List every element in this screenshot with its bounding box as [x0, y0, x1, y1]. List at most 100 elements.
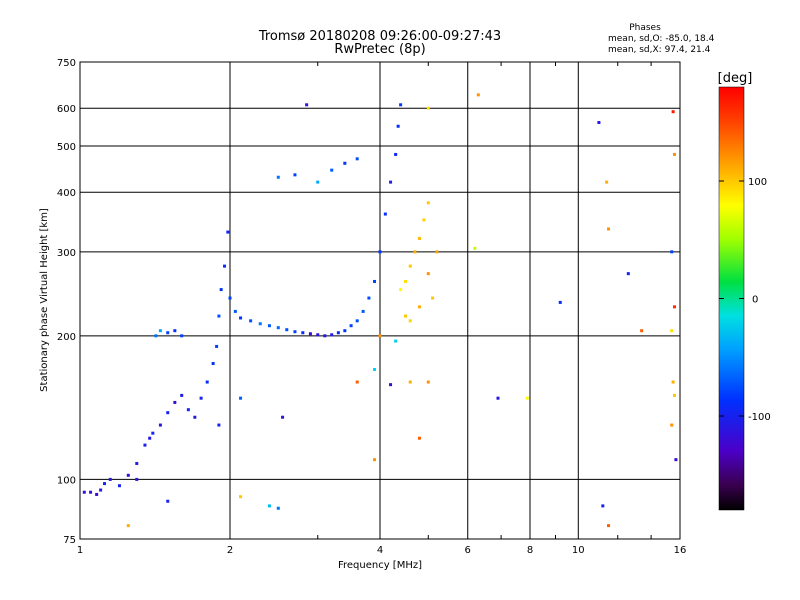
x-tick-label: 16 [674, 545, 687, 556]
data-point [355, 380, 359, 384]
y-axis-ticks: 75 100 200 300 400 500 600 750 [57, 58, 76, 546]
scatter-points [82, 93, 678, 528]
data-point [239, 316, 243, 320]
data-point [378, 334, 382, 338]
y-tick-label: 600 [57, 104, 76, 115]
data-point [135, 461, 139, 465]
data-point [373, 367, 377, 371]
data-point [394, 152, 398, 156]
data-point [367, 296, 371, 300]
data-point [607, 227, 611, 231]
data-point [413, 250, 417, 254]
data-point [226, 230, 230, 234]
plot-grid [80, 62, 680, 539]
data-point [601, 504, 605, 508]
data-point [126, 524, 130, 528]
data-point [308, 332, 312, 336]
data-point [267, 324, 271, 328]
data-point [626, 272, 630, 276]
data-point [373, 458, 377, 462]
data-point [186, 408, 190, 412]
data-point [215, 344, 219, 348]
data-point [417, 305, 421, 309]
data-point [223, 264, 227, 268]
data-point [435, 250, 439, 254]
data-point [605, 180, 609, 184]
data-point [426, 201, 430, 205]
data-point [607, 524, 611, 528]
x-tick-label: 2 [227, 545, 233, 556]
data-point [158, 329, 162, 333]
data-point [211, 361, 215, 365]
data-point [670, 329, 674, 333]
data-point [103, 482, 107, 486]
data-point [95, 492, 99, 496]
data-point [217, 314, 221, 318]
y-tick-label: 300 [57, 248, 76, 259]
y-tick-label: 500 [57, 142, 76, 153]
x-axis-label: Frequency [MHz] [338, 560, 422, 571]
data-point [117, 484, 121, 488]
data-point [408, 380, 412, 384]
colorbar-ticks: 100 0 -100 [719, 177, 771, 423]
data-point [343, 161, 347, 165]
data-point [355, 157, 359, 161]
data-point [316, 180, 320, 184]
data-point [408, 264, 412, 268]
data-point [336, 331, 340, 335]
data-point [426, 272, 430, 276]
data-point [383, 212, 387, 216]
y-tick-label: 400 [57, 188, 76, 199]
colorbar-tick-label: 100 [748, 177, 767, 188]
data-point [394, 339, 398, 343]
data-point [301, 331, 305, 335]
data-point [431, 296, 435, 300]
data-point [670, 250, 674, 254]
data-point [180, 334, 184, 338]
y-tick-label: 75 [63, 535, 76, 546]
data-point [276, 506, 280, 510]
x-axis-ticks: 1 2 4 6 8 10 16 [77, 62, 687, 556]
data-point [158, 423, 162, 427]
data-point [166, 499, 170, 503]
data-point [316, 333, 320, 337]
stats-line2: mean, sd,X: 97.4, 21.4 [608, 45, 711, 55]
data-point [258, 322, 262, 326]
stats-heading: Phases [629, 23, 661, 33]
data-point [330, 168, 334, 172]
data-point [199, 396, 203, 400]
data-point [276, 175, 280, 179]
x-tick-label: 10 [572, 545, 585, 556]
data-point [205, 380, 209, 384]
data-point [525, 396, 529, 400]
data-point [173, 400, 177, 404]
data-point [673, 305, 677, 309]
data-point [355, 319, 359, 323]
x-tick-label: 1 [77, 545, 83, 556]
data-point [674, 458, 678, 462]
x-tick-label: 6 [465, 545, 471, 556]
y-tick-label: 750 [57, 58, 76, 69]
data-point [426, 380, 430, 384]
data-point [228, 296, 232, 300]
y-tick-label: 100 [57, 475, 76, 486]
data-point [281, 415, 285, 419]
data-point [126, 473, 130, 477]
colorbar-tick-label: 0 [752, 295, 758, 306]
chart-title-line2: RwPretec (8p) [334, 42, 425, 57]
data-point [399, 103, 403, 107]
data-point [305, 103, 309, 107]
data-point [670, 423, 674, 427]
data-point [323, 334, 327, 338]
data-point [154, 334, 158, 338]
data-point [293, 173, 297, 177]
data-point [108, 477, 112, 481]
data-point [82, 490, 86, 494]
stats-line1: mean, sd,O: -85.0, 18.4 [608, 34, 715, 44]
plot-frame [79, 61, 681, 540]
data-point [597, 121, 601, 125]
data-point [233, 309, 237, 313]
data-point [239, 396, 243, 400]
data-point [349, 324, 353, 328]
colorbar-tick-label: -100 [748, 412, 771, 423]
